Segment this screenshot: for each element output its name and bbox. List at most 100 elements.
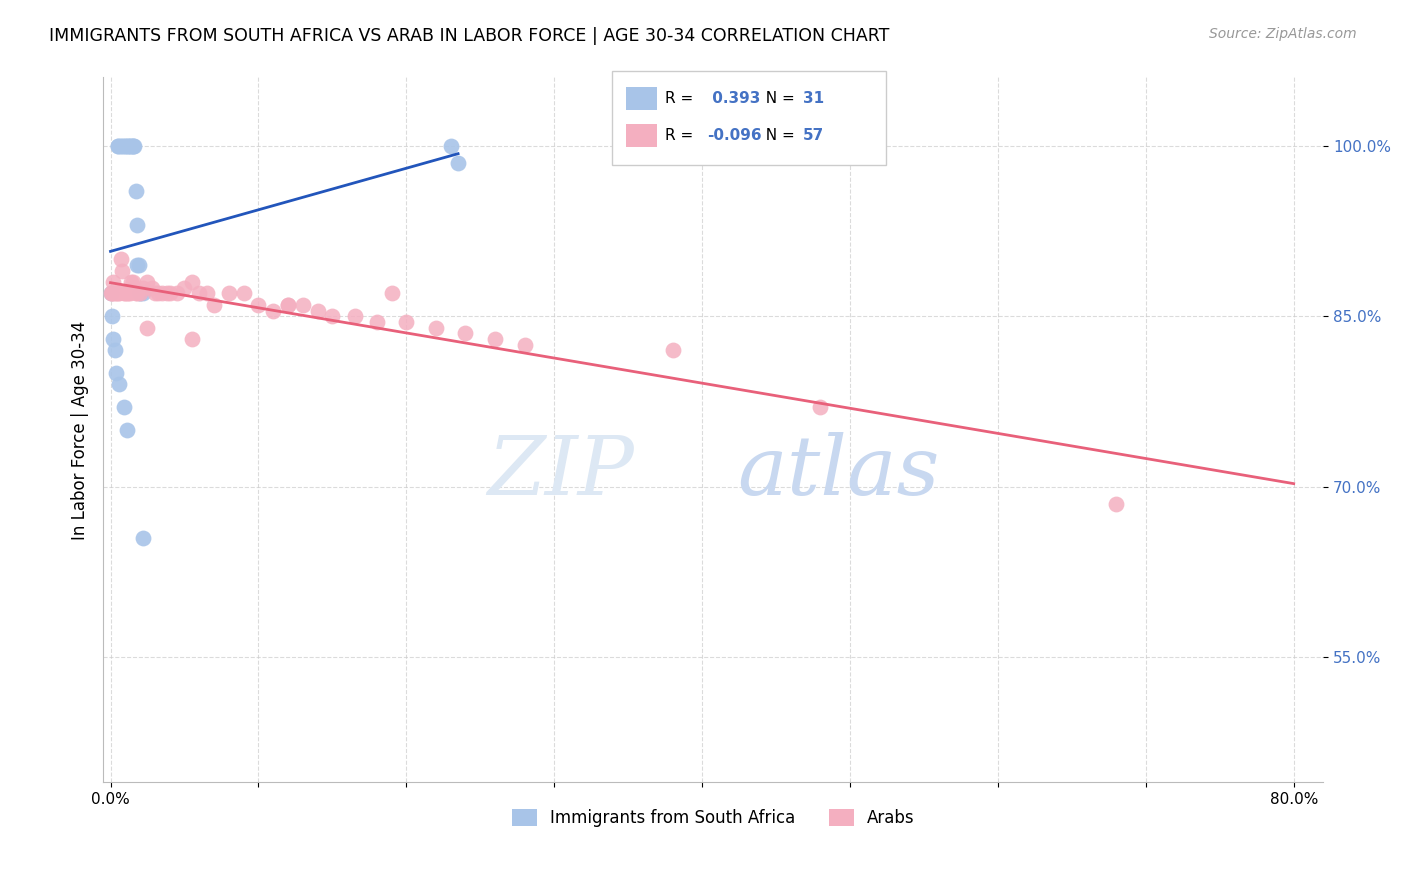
Text: atlas: atlas (738, 433, 941, 512)
Point (107, 138, 129, 153)
Point (122, 281, 145, 295)
Point (122, 138, 145, 153)
Point (277, 298, 299, 312)
Point (262, 303, 284, 318)
Point (132, 281, 155, 295)
Text: R =: R = (665, 128, 699, 143)
Text: -0.096: -0.096 (707, 128, 762, 143)
Point (101, 286, 124, 301)
Point (202, 298, 225, 312)
Point (120, 138, 142, 153)
Point (156, 286, 179, 301)
Point (366, 315, 388, 329)
Point (513, 337, 536, 351)
Point (121, 138, 143, 153)
Point (108, 377, 131, 392)
Text: 57: 57 (803, 128, 824, 143)
Point (104, 343, 127, 358)
Point (107, 138, 129, 153)
Point (136, 275, 159, 289)
Point (141, 281, 163, 295)
Point (195, 286, 218, 301)
Text: N =: N = (756, 91, 800, 105)
Point (232, 286, 254, 301)
Point (218, 286, 240, 301)
Point (121, 138, 143, 153)
Point (129, 286, 152, 301)
Point (112, 286, 135, 301)
Point (127, 258, 149, 272)
Point (447, 155, 470, 169)
Point (291, 298, 314, 312)
Point (105, 286, 128, 301)
Point (1105, 497, 1128, 511)
Point (143, 286, 166, 301)
Point (108, 286, 131, 301)
Point (307, 303, 329, 318)
Point (118, 138, 141, 153)
Point (277, 298, 299, 312)
Text: Source: ZipAtlas.com: Source: ZipAtlas.com (1209, 27, 1357, 41)
Point (111, 138, 134, 153)
Text: IMMIGRANTS FROM SOUTH AFRICA VS ARAB IN LABOR FORCE | AGE 30-34 CORRELATION CHAR: IMMIGRANTS FROM SOUTH AFRICA VS ARAB IN … (49, 27, 890, 45)
Point (129, 286, 152, 301)
Text: ZIP: ZIP (486, 433, 634, 512)
Point (124, 286, 146, 301)
Point (173, 281, 195, 295)
Point (114, 138, 136, 153)
Point (115, 286, 138, 301)
Point (395, 315, 418, 329)
Point (188, 286, 211, 301)
Point (810, 400, 832, 414)
Point (117, 138, 139, 153)
Text: R =: R = (665, 91, 699, 105)
Point (454, 326, 477, 341)
Point (159, 286, 181, 301)
Point (114, 138, 136, 153)
Point (101, 286, 124, 301)
Point (117, 138, 139, 153)
Point (104, 286, 127, 301)
Point (380, 286, 402, 301)
Point (114, 286, 136, 301)
Point (180, 332, 202, 346)
Point (117, 286, 139, 301)
Point (105, 366, 128, 380)
Point (118, 286, 141, 301)
Point (321, 309, 343, 323)
Point (247, 298, 270, 312)
Point (100, 286, 122, 301)
Point (425, 320, 447, 334)
Point (121, 275, 143, 289)
Point (112, 400, 135, 414)
Point (127, 219, 149, 233)
Point (146, 286, 169, 301)
Point (107, 286, 129, 301)
Point (101, 309, 124, 323)
Point (343, 309, 366, 323)
Point (129, 286, 152, 301)
Point (115, 423, 138, 437)
Y-axis label: In Labor Force | Age 30-34: In Labor Force | Age 30-34 (72, 320, 89, 540)
Point (128, 258, 150, 272)
Point (484, 332, 506, 346)
Point (136, 320, 159, 334)
Point (166, 286, 188, 301)
Point (111, 264, 134, 278)
Point (661, 343, 683, 358)
Point (110, 252, 132, 267)
Point (132, 286, 155, 301)
Point (180, 275, 202, 289)
Point (150, 286, 173, 301)
Point (100, 286, 122, 301)
Point (124, 184, 146, 198)
Text: 0.393: 0.393 (707, 91, 761, 105)
Point (103, 332, 125, 346)
Point (440, 138, 463, 153)
Point (110, 138, 132, 153)
Point (120, 275, 142, 289)
Point (132, 531, 155, 545)
Text: 31: 31 (803, 91, 824, 105)
Point (127, 286, 149, 301)
Legend: Immigrants from South Africa, Arabs: Immigrants from South Africa, Arabs (505, 803, 921, 834)
